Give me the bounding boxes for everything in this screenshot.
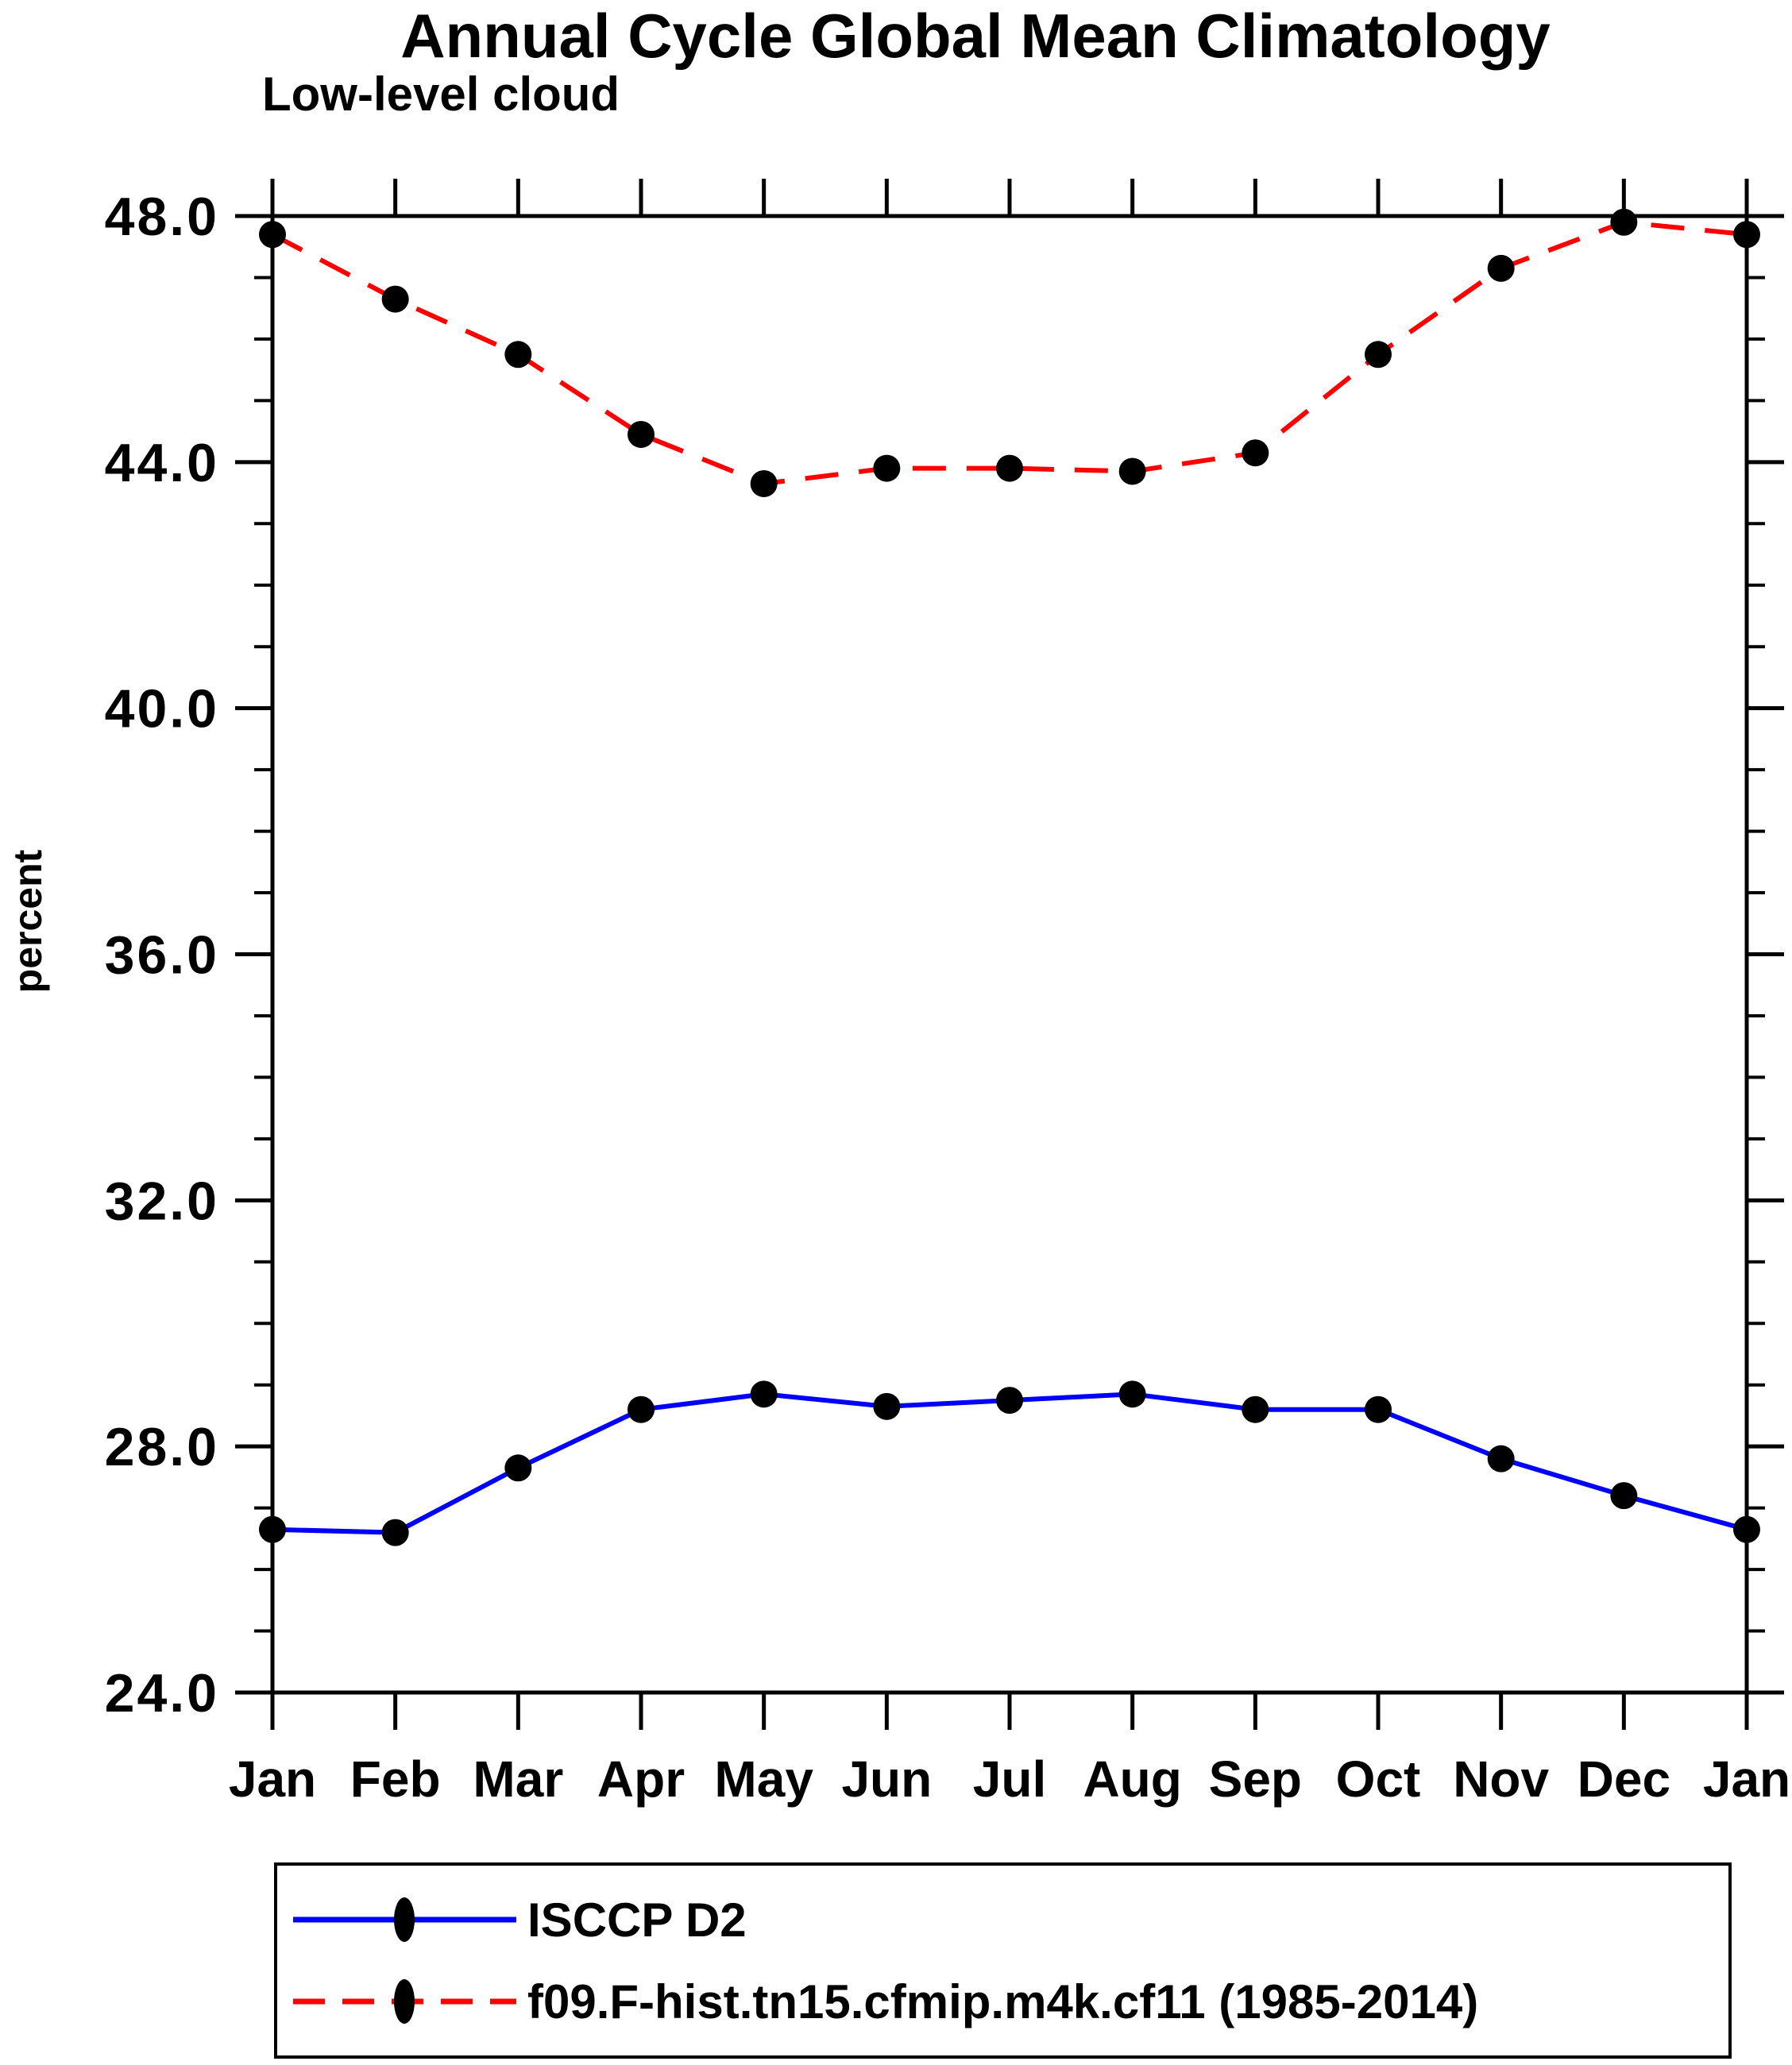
data-point-series-0: [873, 1392, 901, 1420]
chart-subtitle: Low-level cloud: [262, 68, 620, 121]
data-point-series-1: [750, 469, 778, 497]
y-tick-label: 24.0: [105, 1663, 219, 1723]
chart-title: Annual Cycle Global Mean Climatology: [400, 1, 1551, 71]
data-point-series-1: [259, 221, 286, 249]
data-point-series-0: [259, 1515, 286, 1543]
data-point-series-1: [504, 341, 532, 369]
legend-label: f09.F-hist.tn15.cfmip.m4k.cf11 (1985-201…: [527, 1974, 1479, 2028]
data-point-series-0: [1242, 1395, 1269, 1423]
x-tick-label: Mar: [473, 1750, 563, 1808]
data-point-series-1: [381, 285, 409, 313]
legend: ISCCP D2 f09.F-hist.tn15.cfmip.m4k.cf11 …: [274, 1862, 1732, 2059]
data-point-series-0: [1733, 1515, 1760, 1543]
x-tick-label: Jul: [973, 1750, 1046, 1808]
y-tick-label: 32.0: [105, 1171, 219, 1231]
data-point-series-1: [1365, 341, 1392, 369]
x-tick-label: Sep: [1209, 1750, 1302, 1808]
legend-marker-icon: [394, 1979, 415, 2024]
data-point-series-1: [873, 454, 901, 482]
x-tick-label: Dec: [1578, 1750, 1670, 1808]
data-point-series-1: [1733, 221, 1760, 249]
legend-item-model-run: f09.F-hist.tn15.cfmip.m4k.cf11 (1985-201…: [277, 1974, 1728, 2029]
data-point-series-1: [1118, 457, 1146, 485]
data-point-series-1: [1242, 439, 1269, 467]
x-tick-label: Nov: [1453, 1750, 1549, 1808]
series-line-0: [272, 1391, 1748, 1535]
data-point-series-0: [1365, 1395, 1392, 1423]
data-point-series-1: [628, 420, 655, 448]
x-tick-label: Aug: [1083, 1750, 1181, 1808]
data-point-series-0: [504, 1454, 532, 1482]
x-tick-label: Apr: [597, 1750, 685, 1808]
x-tick-label: Jun: [841, 1750, 932, 1808]
x-tick-label: Jan: [1703, 1750, 1790, 1808]
data-point-series-0: [996, 1387, 1023, 1415]
plot-frame: [270, 214, 1749, 1695]
data-point-series-1: [996, 454, 1023, 482]
data-point-series-0: [1118, 1380, 1146, 1408]
y-tick-label: 44.0: [105, 433, 219, 493]
x-tick-label: Oct: [1336, 1750, 1421, 1808]
data-point-series-0: [750, 1380, 778, 1408]
data-point-series-0: [1487, 1445, 1515, 1473]
legend-swatch-dashed-line: [293, 1979, 516, 2024]
series-line-1: [271, 219, 1748, 487]
legend-swatch-solid-line: [293, 1897, 516, 1942]
data-point-series-1: [1487, 254, 1515, 282]
legend-label: ISCCP D2: [527, 1893, 747, 1947]
data-point-series-1: [1610, 208, 1638, 236]
y-tick-label: 28.0: [105, 1417, 219, 1477]
data-point-series-0: [1610, 1482, 1638, 1510]
data-point-series-0: [628, 1395, 655, 1423]
x-tick-label: Jan: [229, 1750, 316, 1808]
x-tick-label: May: [714, 1750, 813, 1808]
x-tick-label: Feb: [350, 1750, 441, 1808]
y-tick-label: 48.0: [105, 187, 219, 247]
y-tick-label: 40.0: [105, 679, 219, 739]
legend-item-isccp-d2: ISCCP D2: [277, 1892, 1728, 1947]
legend-marker-icon: [394, 1897, 415, 1942]
data-point-series-0: [381, 1519, 409, 1546]
y-tick-label: 36.0: [105, 925, 219, 986]
